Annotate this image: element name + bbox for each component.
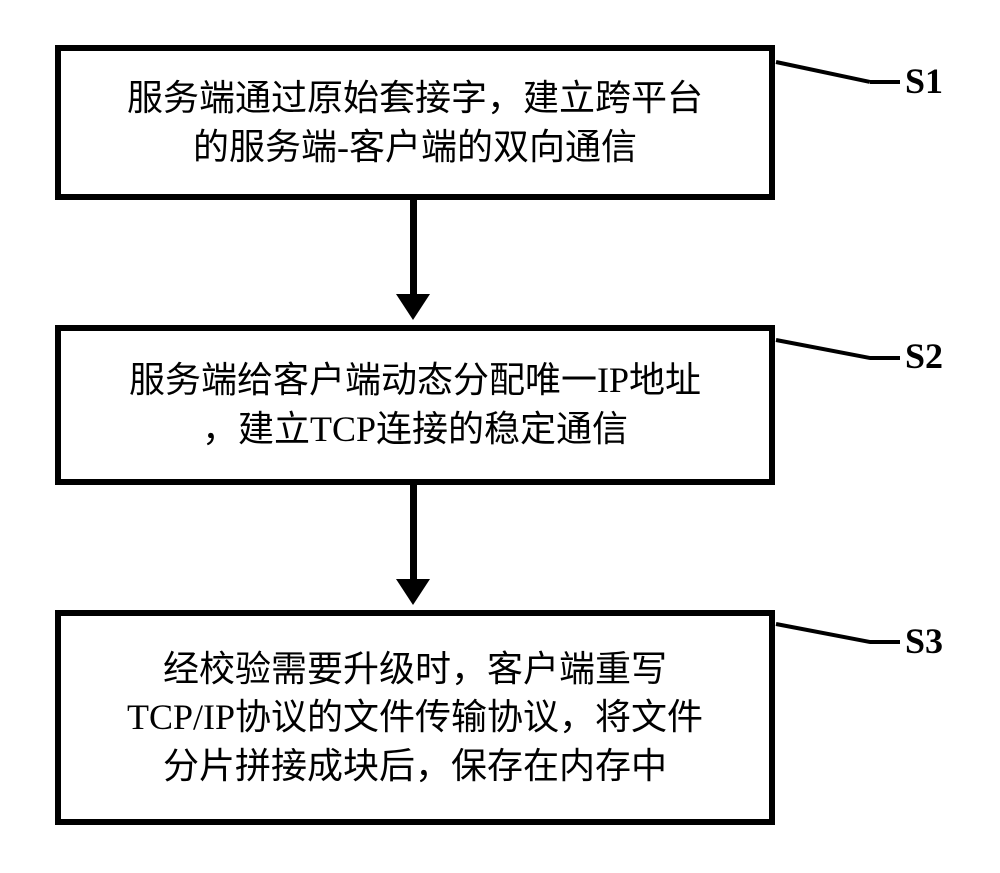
callout-line-s1 [776, 60, 871, 84]
step-box-s1: 服务端通过原始套接字，建立跨平台 的服务端-客户端的双向通信 [55, 45, 775, 200]
step-label-s1: S1 [905, 60, 943, 102]
step-box-s2: 服务端给客户端动态分配唯一IP地址 ，建立TCP连接的稳定通信 [55, 325, 775, 485]
step-box-s3: 经校验需要升级时，客户端重写 TCP/IP协议的文件传输协议，将文件 分片拼接成… [55, 610, 775, 825]
callout-line-s3-h [870, 640, 900, 644]
callout-line-s2-h [870, 356, 900, 360]
arrow-s2-s3-head-icon [396, 579, 430, 605]
arrow-s1-s2-head-icon [396, 294, 430, 320]
callout-line-s2 [776, 338, 871, 360]
flowchart-diagram: 服务端通过原始套接字，建立跨平台 的服务端-客户端的双向通信 服务端给客户端动态… [0, 0, 1000, 873]
step-label-s3: S3 [905, 620, 943, 662]
callout-line-s1-h [870, 80, 900, 84]
step-text-s1: 服务端通过原始套接字，建立跨平台 的服务端-客户端的双向通信 [127, 74, 703, 171]
step-text-s3: 经校验需要升级时，客户端重写 TCP/IP协议的文件传输协议，将文件 分片拼接成… [127, 645, 703, 791]
arrow-s2-s3-line [410, 485, 417, 579]
callout-line-s3 [776, 622, 871, 644]
step-text-s2: 服务端给客户端动态分配唯一IP地址 ，建立TCP连接的稳定通信 [129, 356, 701, 453]
arrow-s1-s2-line [410, 200, 417, 294]
step-label-s2: S2 [905, 335, 943, 377]
